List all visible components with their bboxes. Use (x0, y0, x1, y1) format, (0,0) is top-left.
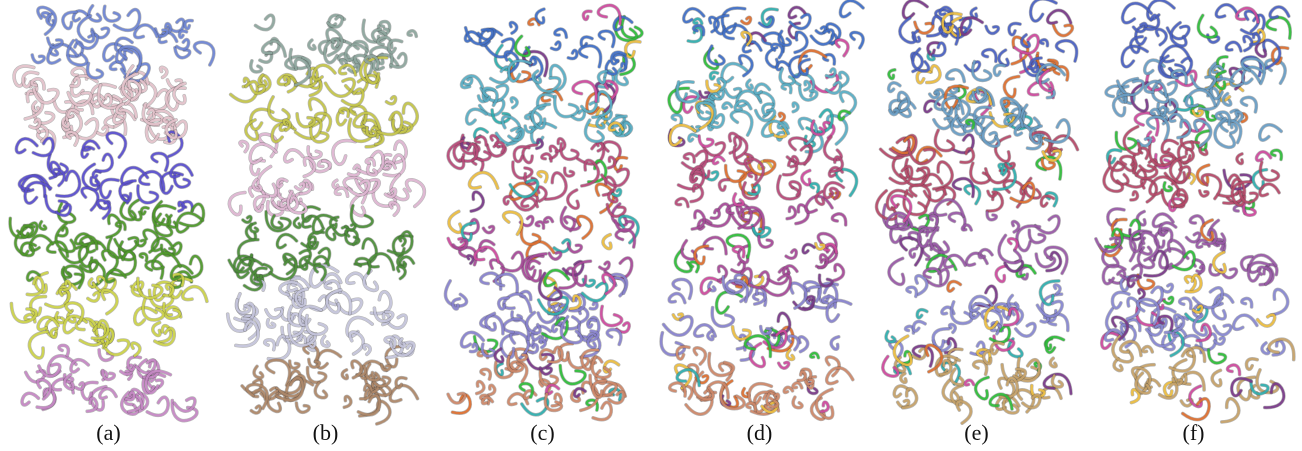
streamline (537, 139, 543, 148)
panel-labels: (a) (b) (c) (d) (e) (f) (96, 420, 1204, 445)
streamline (1183, 399, 1209, 420)
streamline (333, 141, 355, 165)
streamline (96, 154, 112, 171)
streamline (1143, 347, 1152, 352)
streamline (266, 360, 289, 385)
streamline (811, 353, 819, 358)
streamline (710, 72, 717, 79)
streamline (141, 208, 148, 215)
panel-label: (d) (747, 420, 773, 445)
streamline (962, 225, 971, 230)
streamline (364, 345, 370, 354)
streamline (267, 320, 274, 327)
streamline-panel (877, 0, 1078, 423)
streamline (731, 111, 752, 135)
streamline (104, 6, 120, 21)
panel-label: (e) (964, 420, 988, 445)
streamline (1151, 109, 1159, 114)
streamline-panel (661, 1, 863, 420)
streamline (1241, 97, 1256, 112)
streamline (256, 15, 274, 29)
streamline (521, 227, 540, 244)
streamline (1122, 46, 1147, 67)
streamline (147, 397, 168, 415)
streamline (694, 19, 702, 24)
streamline (1048, 10, 1071, 23)
streamline (496, 274, 518, 293)
streamline (724, 25, 749, 45)
streamline (717, 292, 742, 313)
streamline (183, 287, 207, 302)
panel-label: (a) (96, 420, 120, 445)
streamline (309, 40, 315, 49)
streamline (277, 234, 296, 247)
streamline (805, 81, 810, 90)
streamline (449, 211, 461, 232)
streamline (827, 300, 851, 321)
streamline (407, 180, 425, 207)
streamline (51, 328, 57, 337)
streamline (585, 120, 603, 141)
streamline-panel (445, 5, 642, 419)
streamline (793, 103, 798, 112)
streamline (1054, 285, 1060, 294)
streamline (1231, 124, 1237, 133)
streamline (545, 218, 553, 223)
streamline (194, 42, 213, 65)
streamline (445, 281, 466, 306)
streamline (601, 306, 621, 325)
streamline (988, 191, 996, 196)
streamline (713, 157, 724, 164)
streamline (33, 102, 40, 111)
streamline (1222, 399, 1239, 422)
streamline (138, 186, 158, 203)
streamline (590, 302, 597, 309)
streamline (712, 308, 733, 327)
streamline (408, 31, 416, 36)
streamline (467, 109, 486, 124)
streamline (513, 162, 532, 178)
streamline-panel (1096, 0, 1294, 422)
streamline (747, 80, 752, 88)
streamline (889, 258, 904, 284)
streamline (722, 64, 747, 82)
streamline-panel (10, 6, 214, 421)
streamline (816, 244, 825, 249)
streamline (626, 41, 640, 57)
streamline (1035, 216, 1059, 233)
streamline-panels (10, 0, 1294, 424)
streamline (1200, 191, 1208, 196)
streamline (573, 81, 596, 101)
streamline (82, 188, 98, 210)
streamline (598, 142, 603, 151)
streamline (390, 385, 417, 401)
panel-label: (b) (313, 420, 339, 445)
streamline (1267, 17, 1290, 38)
streamline (269, 97, 289, 121)
streamline (179, 31, 186, 37)
streamline (100, 179, 118, 198)
streamline (1050, 358, 1056, 366)
streamline (46, 196, 68, 212)
streamline (961, 149, 974, 163)
panel-label: (c) (530, 420, 554, 445)
streamline (140, 254, 147, 261)
streamline-panel (228, 15, 425, 424)
panel-label: (f) (1183, 420, 1205, 445)
streamline (1260, 125, 1281, 140)
streamline (793, 383, 802, 388)
streamline (555, 96, 578, 116)
streamline (965, 380, 973, 385)
streamline (1197, 266, 1204, 272)
streamline (903, 0, 927, 18)
streamline (1237, 154, 1242, 164)
streamline (294, 218, 300, 227)
streamline (161, 67, 167, 77)
streamline (1216, 5, 1238, 17)
